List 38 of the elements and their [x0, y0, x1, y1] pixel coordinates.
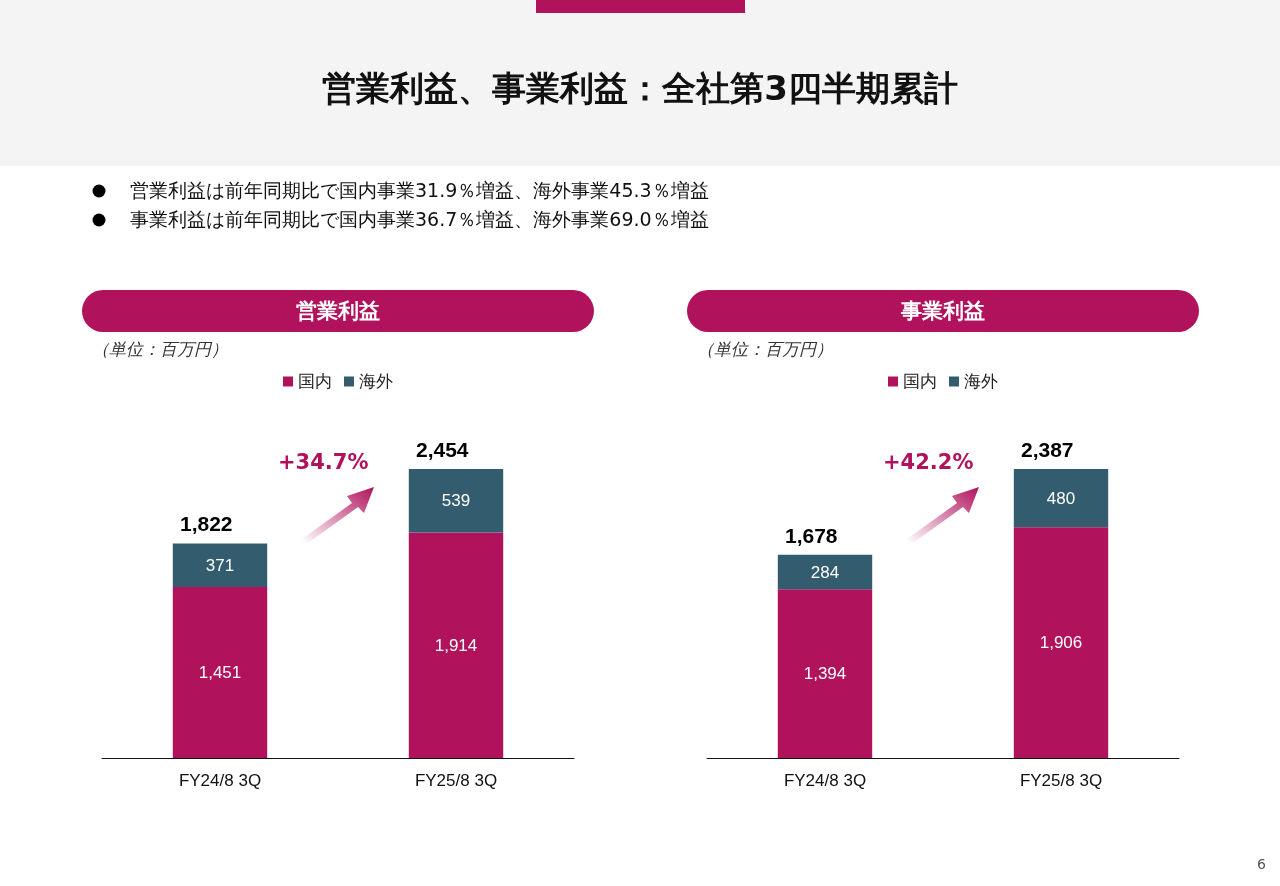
total-label: 2,387: [1021, 438, 1074, 462]
data-label: 1,394: [803, 664, 847, 684]
bar: [172, 587, 268, 758]
text: 営業利益、事業利益：全社第3四半期累計: [321, 67, 959, 110]
data-label: 1,906: [1039, 633, 1083, 653]
legend-label: 国内: [298, 372, 332, 391]
bar: [1013, 527, 1109, 758]
annotation: +34.7%: [278, 450, 369, 474]
x-tick-label: FY24/8 3Q: [178, 771, 262, 790]
data-label: 1,914: [434, 635, 478, 655]
text: 事業利益は前年同期比で国内事業36.7％増益、海外事業69.0％増益: [130, 207, 709, 232]
bar: [777, 589, 873, 758]
bar: [408, 469, 504, 533]
chart-subtitle: （単位：百万円）: [697, 338, 833, 361]
x-tick-label: FY25/8 3Q: [1019, 771, 1103, 790]
chart-title: 事業利益: [687, 290, 1199, 332]
text: 営業利益は前年同期比で国内事業31.9％増益、海外事業45.3％増益: [130, 178, 709, 203]
annotation: +42.2%: [883, 450, 974, 474]
total-label: 1,822: [180, 512, 233, 536]
chart-subtitle: （単位：百万円）: [92, 338, 228, 361]
data-label: 480: [1046, 488, 1076, 508]
text: 6: [1257, 856, 1266, 872]
bar: [172, 543, 268, 588]
legend-label: 国内: [903, 372, 937, 391]
data-label: 371: [205, 555, 235, 575]
bar: [408, 532, 504, 758]
data-label: 284: [810, 562, 840, 582]
bar: [777, 554, 873, 590]
total-label: 2,454: [416, 438, 469, 462]
data-label: 1,451: [198, 663, 242, 683]
x-tick-label: FY25/8 3Q: [414, 771, 498, 790]
x-tick-label: FY24/8 3Q: [783, 771, 867, 790]
total-label: 1,678: [785, 523, 838, 547]
legend-label: 海外: [964, 372, 998, 391]
legend-label: 海外: [359, 372, 393, 391]
bar: [1013, 469, 1109, 528]
data-label: 539: [441, 491, 471, 511]
chart-title: 営業利益: [82, 290, 594, 332]
